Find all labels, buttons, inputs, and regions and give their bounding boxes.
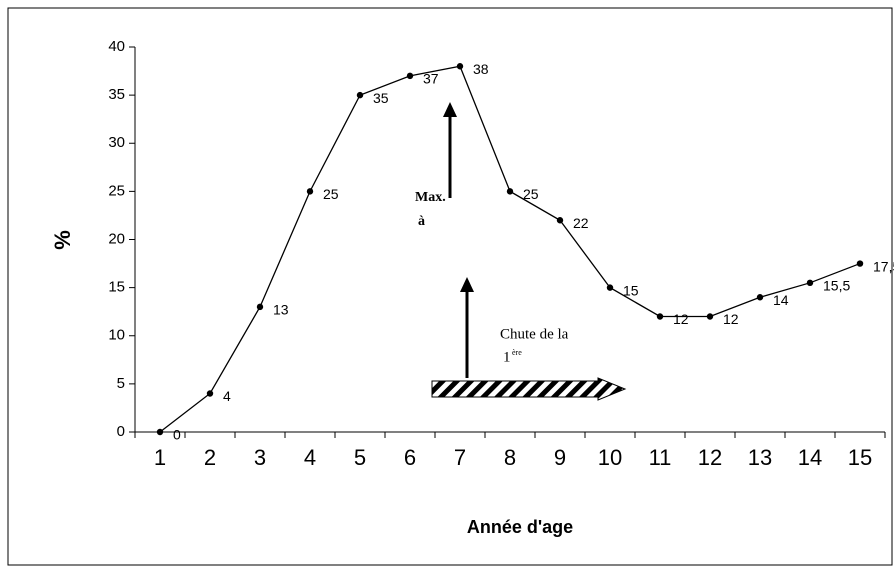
line [159, 65, 861, 433]
data-label: 15,5 [823, 278, 850, 294]
data-label: 13 [273, 302, 289, 318]
y-tick-label: 30 [108, 134, 125, 151]
point [706, 313, 714, 320]
y-tick-label: 40 [108, 38, 125, 55]
point [556, 217, 564, 224]
data-label: 25 [323, 186, 339, 202]
point [356, 91, 364, 99]
point [306, 188, 314, 195]
data-label: 35 [373, 90, 389, 106]
x-tick-label: 2 [204, 445, 216, 470]
data-label: 14 [773, 292, 789, 308]
arrow-head [460, 277, 474, 292]
point [856, 260, 864, 267]
data-label: 15 [623, 282, 639, 298]
data-label: 17,5 [873, 258, 894, 274]
point [606, 284, 614, 291]
data-label: 25 [523, 186, 539, 202]
data-label: 22 [573, 215, 589, 231]
data-label: 37 [423, 71, 439, 87]
annotation: Max. [415, 190, 446, 205]
y-axis-label: % [50, 230, 75, 250]
y-tick-label: 0 [117, 423, 125, 440]
x-axis-label: Année d'age [467, 517, 573, 537]
annotation: à [418, 214, 425, 229]
x-tick-label: 10 [598, 445, 622, 470]
point [156, 428, 164, 436]
data-label: 12 [723, 311, 739, 327]
x-tick-label: 3 [254, 445, 266, 470]
x-tick-label: 7 [454, 445, 466, 470]
frame [7, 7, 893, 566]
hatched-arrow [431, 377, 627, 401]
data-label: 12 [673, 311, 689, 327]
data-label: 38 [473, 61, 489, 77]
x-tick-label: 13 [748, 445, 772, 470]
point [806, 279, 814, 287]
data-label: 0 [173, 427, 181, 443]
x-tick-label: 6 [404, 445, 416, 470]
y-tick-label: 25 [108, 182, 125, 199]
point [456, 63, 464, 70]
y-tick-label: 5 [117, 375, 125, 392]
y-tick-label: 20 [108, 230, 125, 247]
y-tick-label: 15 [108, 279, 125, 296]
point [206, 390, 214, 397]
annotation: ère [512, 348, 522, 357]
x-tick-label: 15 [848, 445, 872, 470]
x-tick-label: 5 [354, 445, 366, 470]
point [656, 313, 664, 320]
y-tick-label: 35 [108, 86, 125, 103]
point [256, 303, 264, 311]
x-tick-label: 8 [504, 445, 516, 470]
x-tick-label: 9 [554, 445, 566, 470]
point [756, 294, 764, 301]
annotation: Chute de la [500, 326, 569, 342]
x-tick-label: 1 [154, 445, 166, 470]
y-tick-label: 10 [108, 327, 125, 344]
point [406, 72, 414, 80]
x-tick-label: 11 [649, 445, 672, 470]
point [506, 188, 514, 195]
data-label: 4 [223, 388, 231, 404]
x-tick-label: 14 [798, 445, 822, 470]
x-tick-label: 4 [304, 445, 316, 470]
arrow-head [443, 102, 457, 117]
annotation: 1 [503, 349, 511, 365]
x-tick-label: 12 [698, 445, 722, 470]
